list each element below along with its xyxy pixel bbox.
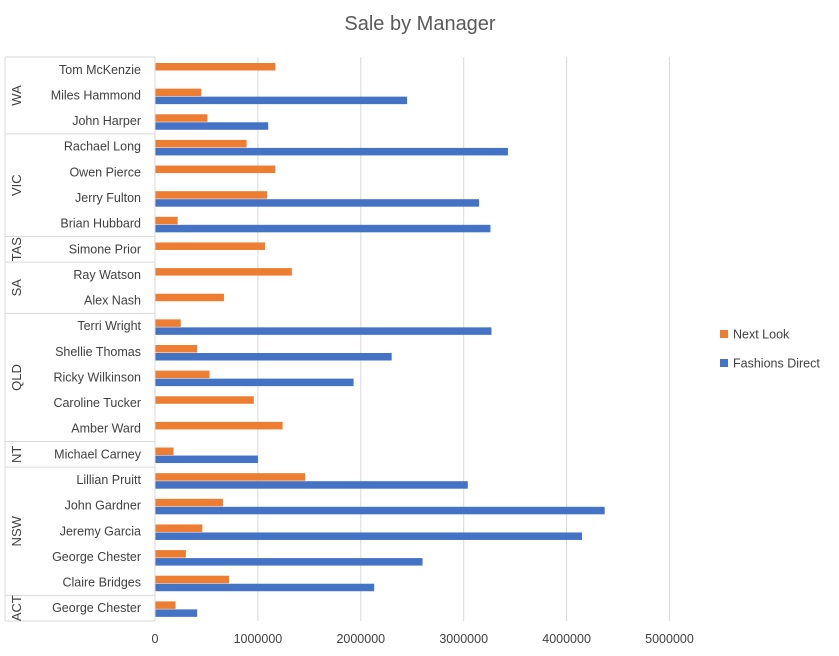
bar-next-look	[155, 421, 283, 430]
legend-swatch	[720, 359, 728, 367]
bar-next-look	[155, 498, 223, 507]
bar-next-look	[155, 114, 208, 122]
category-label: Miles Hammond	[51, 88, 141, 102]
legend-label: Fashions Direct	[733, 357, 820, 371]
bar-next-look	[155, 191, 268, 199]
category-label: Michael Carney	[54, 447, 142, 461]
bar-fashions-direct	[155, 199, 480, 207]
bar-fashions-direct	[155, 583, 375, 592]
group-label: NT	[9, 446, 24, 463]
category-label: Tom McKenzie	[59, 63, 141, 77]
bar-fashions-direct	[155, 455, 258, 464]
bar-fashions-direct	[155, 506, 605, 515]
bar-fashions-direct	[155, 609, 198, 617]
group-label: SA	[9, 279, 24, 297]
category-label: George Chester	[52, 601, 141, 615]
x-tick-label: 3000000	[439, 632, 488, 646]
bar-next-look	[155, 447, 174, 456]
bar-next-look	[155, 345, 198, 353]
group-label: ACT	[9, 595, 24, 621]
group-label: VIC	[9, 174, 24, 196]
bar-next-look	[155, 575, 230, 584]
bar-fashions-direct	[155, 122, 269, 130]
category-label: Shellie Thomas	[55, 345, 141, 359]
x-tick-label: 1000000	[234, 632, 283, 646]
bar-fashions-direct	[155, 558, 423, 566]
category-label: Lillian Pruitt	[76, 473, 141, 487]
bar-next-look	[155, 63, 276, 71]
bar-fashions-direct	[155, 532, 583, 540]
bar-next-look	[155, 165, 276, 174]
bar-fashions-direct	[155, 96, 408, 105]
bar-fashions-direct	[155, 378, 354, 387]
bar-next-look	[155, 473, 306, 481]
category-label: John Harper	[72, 114, 141, 128]
x-axis: 0 1000000 2000000 3000000 4000000 5000000	[152, 632, 694, 646]
bar-fashions-direct	[155, 353, 392, 361]
bar-next-look	[155, 88, 202, 97]
bar-next-look	[155, 319, 181, 327]
category-label: Brian Hubbard	[60, 217, 141, 231]
bar-fashions-direct	[155, 224, 491, 233]
group-label: NSW	[9, 515, 24, 546]
bar-fashions-direct	[155, 147, 508, 156]
category-label: Ray Watson	[73, 268, 141, 282]
bar-fashions-direct	[155, 481, 468, 489]
category-label: Alex Nash	[84, 294, 141, 308]
chart-title: Sale by Manager	[344, 13, 496, 35]
bar-next-look	[155, 370, 210, 379]
group-label: QLD	[9, 364, 24, 391]
category-label: Claire Bridges	[62, 576, 141, 590]
bar-next-look	[155, 268, 292, 276]
category-label: George Chester	[52, 550, 141, 564]
x-tick-label: 5000000	[645, 632, 694, 646]
bar-next-look	[155, 216, 178, 225]
legend-swatch	[720, 330, 728, 338]
bar-next-look	[155, 293, 224, 302]
category-label: Simone Prior	[69, 242, 141, 256]
category-label: Rachael Long	[64, 140, 141, 154]
bar-next-look	[155, 396, 254, 404]
category-axis: Tom McKenzie Miles Hammond John Harper Rach…	[4, 56, 156, 622]
category-label: Terri Wright	[77, 319, 141, 333]
legend-label: Next Look	[733, 328, 790, 342]
bar-next-look	[155, 550, 186, 558]
bar-next-look	[155, 524, 203, 532]
bar-next-look	[155, 242, 266, 250]
category-label: Jeremy Garcia	[60, 524, 141, 538]
bar-next-look	[155, 139, 247, 148]
category-label: John Gardner	[65, 499, 141, 513]
category-label: Caroline Tucker	[53, 396, 141, 410]
bar-next-look	[155, 601, 176, 609]
category-label: Jerry Fulton	[75, 191, 141, 205]
group-label: WA	[9, 85, 24, 106]
bar-fashions-direct	[155, 327, 492, 335]
x-tick-label: 2000000	[336, 632, 385, 646]
x-tick-label: 4000000	[542, 632, 591, 646]
legend: Next Look Fashions Direct	[720, 328, 820, 371]
group-label: TAS	[9, 237, 24, 262]
bars	[155, 63, 605, 617]
x-tick-label: 0	[152, 632, 159, 646]
category-label: Ricky Wilkinson	[53, 370, 141, 384]
category-label: Owen Pierce	[69, 165, 141, 179]
category-label: Amber Ward	[71, 422, 141, 436]
